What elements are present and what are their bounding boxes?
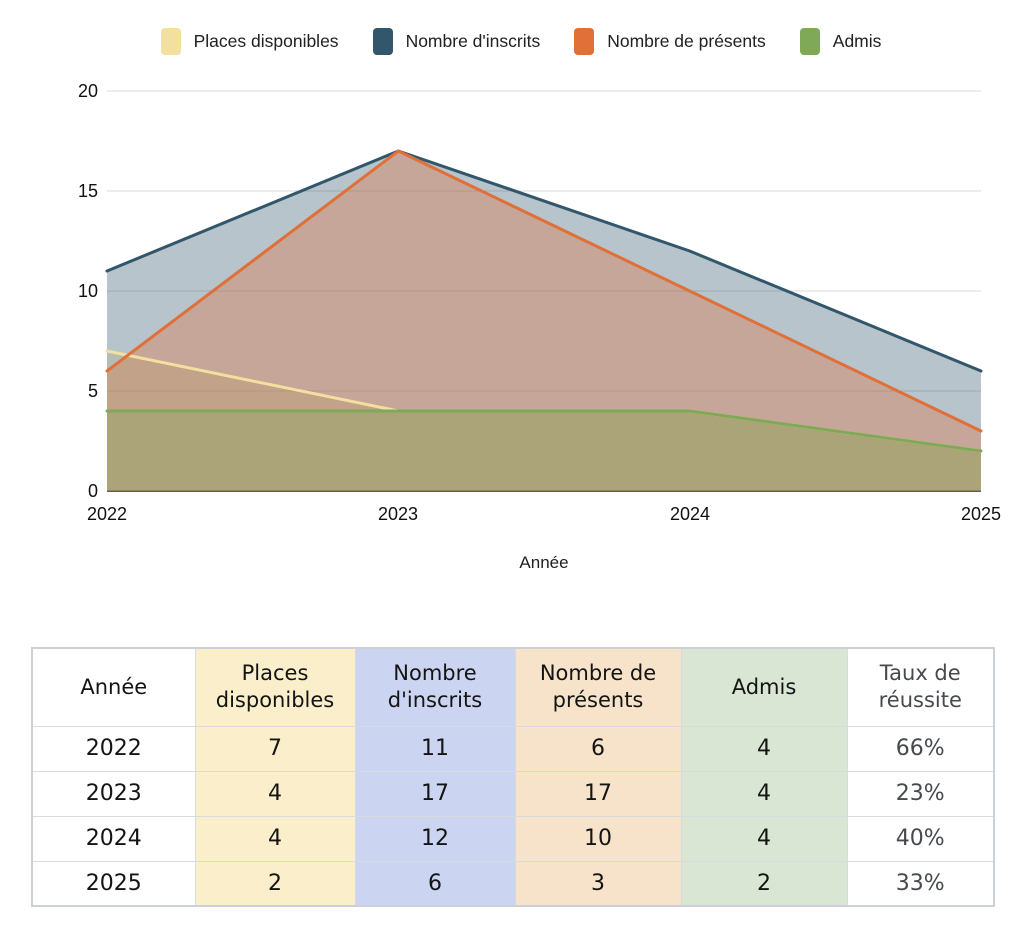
- legend-label: Admis: [832, 31, 882, 51]
- table-row-2022: 2022 7 11 6 4 66%: [31, 725, 995, 772]
- legend-item-nombre-presents: Nombre de présents: [574, 28, 766, 55]
- legend-label: Nombre de présents: [607, 31, 766, 51]
- x-tick-2025: 2025: [960, 504, 1002, 524]
- y-tick-5: 5: [87, 381, 98, 401]
- cell-value: 4: [680, 770, 848, 817]
- legend-item-admis: Admis: [799, 28, 882, 55]
- cell-taux: 33%: [846, 860, 995, 907]
- chart-legend: Places disponibles Nombre d'inscrits Nom…: [0, 28, 1024, 55]
- cell-taux: 40%: [846, 815, 995, 862]
- area-series-1: [107, 151, 981, 491]
- table-container: Année Places disponibles Nombre d'inscri…: [31, 647, 995, 907]
- cell-value: 6: [514, 725, 682, 772]
- cell-value: 4: [680, 815, 848, 862]
- legend-swatch-orange-icon: [574, 28, 595, 55]
- cell-value: 11: [354, 725, 516, 772]
- line-series-1: [105, 149, 983, 373]
- cell-value: 17: [514, 770, 682, 817]
- header-places-disponibles: Places disponibles: [194, 647, 356, 727]
- header-annee: Année: [31, 647, 196, 727]
- legend-swatch-yellow-icon: [160, 28, 181, 55]
- table-row-2023: 2023 4 17 17 4 23%: [31, 770, 995, 817]
- area-chart: [105, 90, 983, 492]
- results-table: Année Places disponibles Nombre d'inscri…: [31, 647, 995, 907]
- cell-year: 2022: [31, 725, 196, 772]
- cell-value: 10: [514, 815, 682, 862]
- x-tick-2023: 2023: [377, 504, 419, 524]
- area-series-0: [107, 351, 981, 491]
- y-tick-15: 15: [77, 181, 98, 201]
- header-nombre-presents: Nombre de présents: [514, 647, 682, 727]
- table-header-row: Année Places disponibles Nombre d'inscri…: [31, 647, 995, 727]
- legend-item-nombre-inscrits: Nombre d'inscrits: [372, 28, 541, 55]
- cell-year: 2024: [31, 815, 196, 862]
- legend-item-places-disponibles: Places disponibles: [160, 28, 339, 55]
- x-axis-title: Année: [519, 553, 569, 572]
- cell-value: 12: [354, 815, 516, 862]
- y-tick-20: 20: [77, 81, 98, 101]
- cell-value: 7: [194, 725, 356, 772]
- header-taux-reussite: Taux de réussite: [846, 647, 995, 727]
- legend-label: Nombre d'inscrits: [405, 31, 541, 51]
- legend-swatch-navy-icon: [372, 28, 393, 55]
- legend-swatch-green-icon: [799, 28, 820, 55]
- line-series-3: [105, 409, 983, 453]
- area-series-2: [107, 151, 981, 491]
- table-row-2024: 2024 4 12 10 4 40%: [31, 815, 995, 862]
- cell-year: 2025: [31, 860, 196, 907]
- legend-label: Places disponibles: [193, 31, 339, 51]
- cell-value: 4: [194, 770, 356, 817]
- cell-taux: 23%: [846, 770, 995, 817]
- cell-value: 2: [680, 860, 848, 907]
- x-tick-2024: 2024: [669, 504, 711, 524]
- cell-value: 17: [354, 770, 516, 817]
- table-row-2025: 2025 2 6 3 2 33%: [31, 860, 995, 907]
- x-tick-2022: 2022: [86, 504, 128, 524]
- cell-value: 2: [194, 860, 356, 907]
- header-admis: Admis: [680, 647, 848, 727]
- cell-year: 2023: [31, 770, 196, 817]
- cell-taux: 66%: [846, 725, 995, 772]
- cell-value: 4: [194, 815, 356, 862]
- y-tick-10: 10: [77, 281, 98, 301]
- line-series-2: [105, 149, 983, 433]
- header-nombre-inscrits: Nombre d'inscrits: [354, 647, 516, 727]
- cell-value: 4: [680, 725, 848, 772]
- cell-value: 3: [514, 860, 682, 907]
- y-tick-0: 0: [87, 481, 98, 501]
- area-series-3: [107, 411, 981, 491]
- cell-value: 6: [354, 860, 516, 907]
